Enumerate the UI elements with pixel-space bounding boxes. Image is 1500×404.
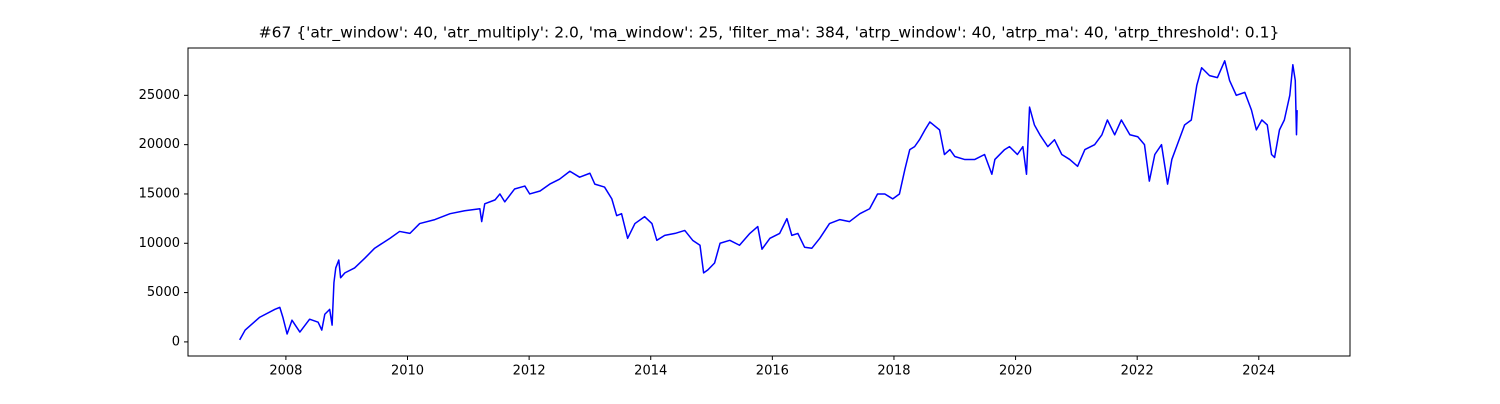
x-tick-label: 2010 xyxy=(391,364,424,379)
x-tick-label: 2012 xyxy=(513,364,546,379)
y-tick-label: 5000 xyxy=(147,285,180,300)
y-tick-label: 15000 xyxy=(139,186,180,201)
x-tick-label: 2014 xyxy=(634,364,667,379)
x-tick-label: 2024 xyxy=(1242,364,1275,379)
y-tick-label: 20000 xyxy=(139,137,180,152)
y-tick-label: 10000 xyxy=(139,236,180,251)
x-tick-label: 2018 xyxy=(877,364,910,379)
x-tick-label: 2008 xyxy=(269,364,302,379)
x-tick-label: 2016 xyxy=(756,364,789,379)
y-tick-label: 25000 xyxy=(139,88,180,103)
chart-title: #67 {'atr_window': 40, 'atr_multiply': 2… xyxy=(259,24,1280,43)
plot-frame xyxy=(187,47,1351,357)
x-tick-label: 2022 xyxy=(1121,364,1154,379)
line-series xyxy=(239,60,1298,341)
y-tick-label: 0 xyxy=(172,334,180,349)
x-tick-label: 2020 xyxy=(999,364,1032,379)
